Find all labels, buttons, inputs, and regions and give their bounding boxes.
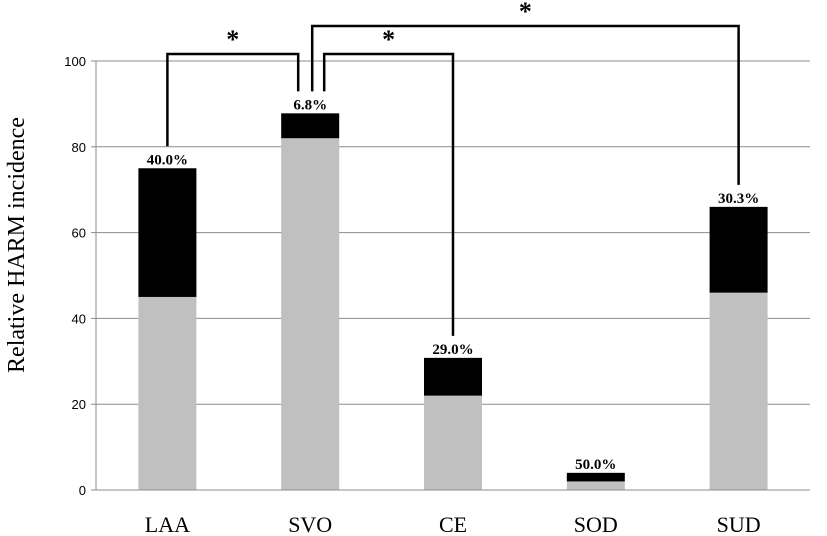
significance-star: * [382,25,395,54]
x-tick-label: LAA [145,512,190,536]
bar-sud-lower [709,292,768,490]
y-tick-label: 40 [72,311,86,326]
x-tick-label: SUD [717,512,761,536]
x-tick-label: SVO [288,512,332,536]
y-tick-label: 20 [72,397,86,412]
significance-bracket-svo-ce [322,52,455,336]
significance-brackets: * * * [166,0,740,336]
bar-ce-lower [424,395,482,490]
bar-sud-upper [709,206,768,293]
y-tick-label: 100 [64,54,86,69]
significance-star: * [519,0,532,26]
y-tick-label: 0 [79,483,86,498]
bar-laa-upper [138,168,197,297]
data-label: 29.0% [432,342,473,358]
bar-sod-lower [566,481,625,490]
axes: 0 20 40 60 80 100 [64,54,810,498]
bar-svo-lower [281,138,340,490]
significance-bracket-svo-sud [310,24,740,185]
significance-star: * [226,25,239,54]
data-label: 6.8% [293,97,327,113]
y-tick-label: 60 [72,226,86,241]
x-tick-label: SOD [574,512,618,536]
x-tick-label: CE [439,512,467,536]
labels: LAA 40.0% SVO 6.8% CE 29.0% SOD 50.0% SUD 30.3% [145,97,761,536]
bars [138,113,768,490]
significance-bracket-laa-svo [166,52,300,147]
data-label: 40.0% [147,152,188,168]
y-tick-label: 80 [72,140,86,155]
y-axis-title: Relative HARM incidence [4,117,30,373]
bar-sod-upper [566,472,625,482]
data-label: 50.0% [575,457,616,473]
bar-laa-lower [138,296,197,490]
bar-svo-upper [281,113,340,139]
bar-ce-upper [424,357,482,396]
data-label: 30.3% [718,191,759,207]
